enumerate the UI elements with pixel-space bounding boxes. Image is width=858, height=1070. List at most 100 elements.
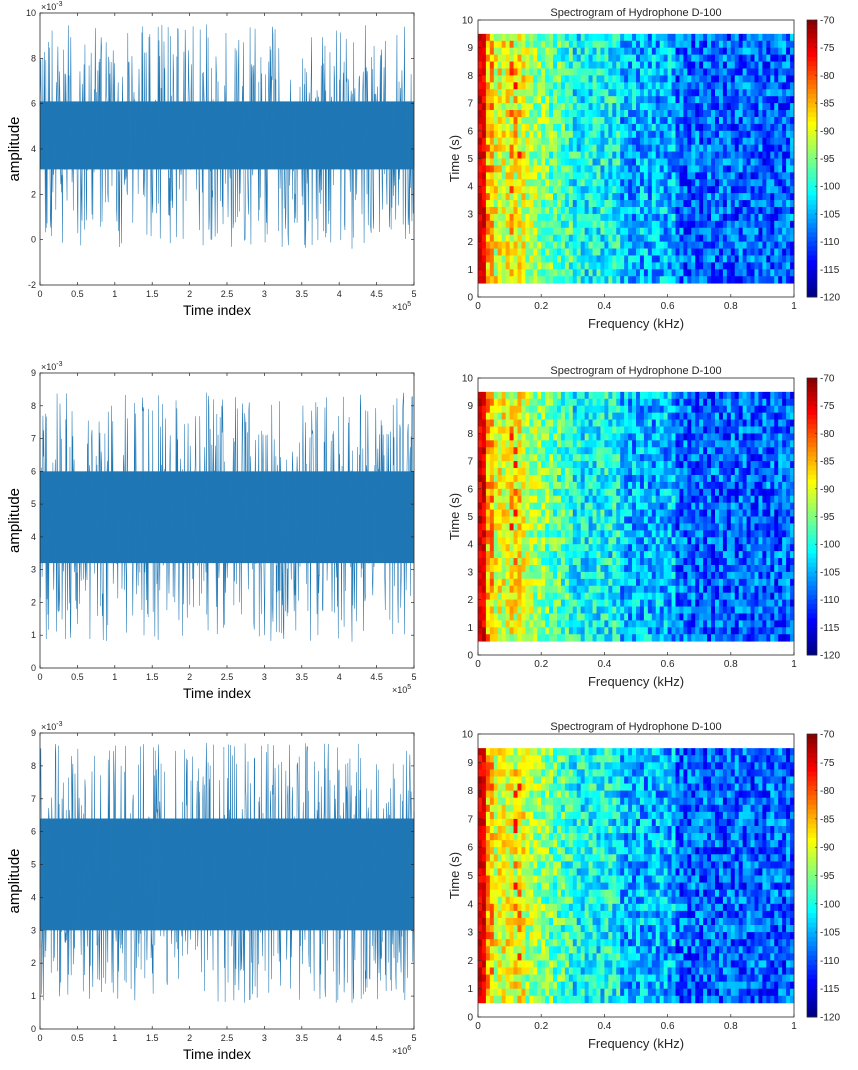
colorbar-tick-label: -70 — [820, 730, 835, 741]
y-exponent-label: ×10-3 — [41, 361, 63, 372]
y-tick-label: 2 — [31, 189, 36, 199]
y-axis-label: Time (s) — [447, 135, 462, 182]
x-tick-label: 0.5 — [71, 289, 84, 299]
x-tick-label: 0.4 — [597, 659, 611, 670]
y-tick-label: 1 — [467, 984, 473, 995]
x-tick-label: 1.5 — [146, 1033, 159, 1043]
x-tick-label: 4 — [337, 1033, 342, 1043]
y-tick-label: 6 — [467, 126, 473, 137]
y-axis-label: amplitude — [6, 488, 23, 553]
y-tick-label: 1 — [31, 630, 36, 640]
y-tick-label: 7 — [31, 794, 36, 804]
y-exponent-base: ×10 — [41, 2, 56, 12]
x-tick-label: 0.2 — [534, 301, 548, 312]
x-tick-label: 0 — [37, 672, 42, 682]
x-tick-label: 3.5 — [296, 1033, 309, 1043]
x-tick-label: 0 — [37, 289, 42, 299]
x-tick-label: 2 — [187, 1033, 192, 1043]
x-tick-label: 0.6 — [661, 659, 675, 670]
y-tick-label: 7 — [467, 457, 473, 468]
x-exponent-base: ×10 — [392, 685, 407, 695]
x-tick-label: 2 — [187, 672, 192, 682]
y-tick-label: 3 — [467, 209, 473, 220]
colorbar-tick-label: -105 — [820, 928, 840, 939]
colorbar-tick-label: -100 — [820, 540, 840, 551]
colorbar-tick-label: -85 — [820, 814, 835, 825]
x-tick-label: 0.8 — [724, 1021, 738, 1032]
x-tick-label: 1 — [791, 301, 797, 312]
colorbar-tick-label: -90 — [820, 843, 835, 854]
y-tick-label: 5 — [31, 499, 36, 509]
y-tick-label: 2 — [31, 597, 36, 607]
x-tick-label: 1 — [112, 289, 117, 299]
y-tick-label: 8 — [31, 761, 36, 771]
x-axis-label: Time index — [183, 1046, 251, 1062]
y-exponent-label: ×10-3 — [41, 721, 63, 732]
x-tick-label: 1 — [112, 1033, 117, 1043]
colorbar: -70-75-80-85-90-95-100-105-110-115-120 — [807, 730, 840, 1024]
spectrogram-heatmap — [478, 392, 794, 642]
y-tick-label: 6 — [31, 466, 36, 476]
colorbar-tick-label: -100 — [820, 182, 840, 193]
y-exponent-power: -3 — [56, 721, 62, 728]
colorbar: -70-75-80-85-90-95-100-105-110-115-120 — [807, 16, 840, 304]
y-axis-label: Time (s) — [447, 493, 462, 540]
x-tick-label: 3.5 — [296, 672, 309, 682]
y-tick-label: 4 — [31, 144, 36, 154]
x-exponent-base: ×10 — [392, 302, 407, 312]
colorbar-tick-label: -95 — [820, 512, 835, 523]
colorbar-tick-label: -120 — [820, 1013, 840, 1024]
x-tick-label: 1 — [791, 659, 797, 670]
y-tick-label: 0 — [31, 663, 36, 673]
x-tick-label: 0.2 — [534, 659, 548, 670]
y-axis-label: Time (s) — [447, 852, 462, 899]
x-exponent-power: 5 — [407, 684, 411, 691]
y-tick-label: 5 — [467, 871, 473, 882]
colorbar-tick-label: -105 — [820, 209, 840, 220]
y-tick-label: 5 — [467, 154, 473, 165]
y-tick-label: 2 — [467, 237, 473, 248]
spectrogram-heatmap — [478, 748, 794, 1003]
x-tick-label: 0.5 — [71, 1033, 84, 1043]
x-tick-label: 0 — [475, 1021, 481, 1032]
x-tick-label: 3.5 — [296, 289, 309, 299]
x-tick-label: 3 — [262, 289, 267, 299]
y-axis-label: amplitude — [6, 116, 23, 181]
y-tick-label: 6 — [467, 843, 473, 854]
x-axis-label: Frequency (kHz) — [588, 674, 684, 689]
x-tick-label: 5 — [411, 289, 416, 299]
y-exponent-power: -3 — [56, 1, 62, 8]
y-tick-label: 8 — [467, 429, 473, 440]
x-tick-label: 4 — [337, 672, 342, 682]
colorbar: -70-75-80-85-90-95-100-105-110-115-120 — [807, 374, 840, 662]
y-exponent-power: -3 — [56, 361, 62, 368]
x-tick-label: 5 — [411, 672, 416, 682]
y-tick-label: 10 — [26, 8, 36, 18]
y-tick-label: 2 — [467, 956, 473, 967]
y-tick-label: 0 — [31, 235, 36, 245]
x-tick-label: 1 — [112, 672, 117, 682]
x-axis-label: Frequency (kHz) — [588, 1036, 684, 1051]
y-tick-label: 4 — [31, 532, 36, 542]
y-tick-label: 2 — [467, 595, 473, 606]
x-tick-label: 0.6 — [661, 1021, 675, 1032]
x-tick-label: 0.6 — [661, 301, 675, 312]
y-tick-label: 6 — [467, 484, 473, 495]
y-tick-label: 0 — [467, 651, 473, 662]
colorbar-tick-label: -75 — [820, 401, 835, 412]
x-tick-label: 3 — [262, 672, 267, 682]
x-exponent-power: 6 — [407, 1045, 411, 1052]
x-tick-label: 3 — [262, 1033, 267, 1043]
x-exponent-label: ×106 — [392, 1045, 411, 1056]
x-exponent-power: 5 — [407, 301, 411, 308]
y-tick-label: 1 — [467, 623, 473, 634]
y-tick-label: 9 — [31, 368, 36, 378]
colorbar-tick-label: -110 — [820, 595, 840, 606]
y-tick-label: 3 — [31, 925, 36, 935]
y-exponent-label: ×10-3 — [41, 1, 63, 12]
x-tick-label: 5 — [411, 1033, 416, 1043]
